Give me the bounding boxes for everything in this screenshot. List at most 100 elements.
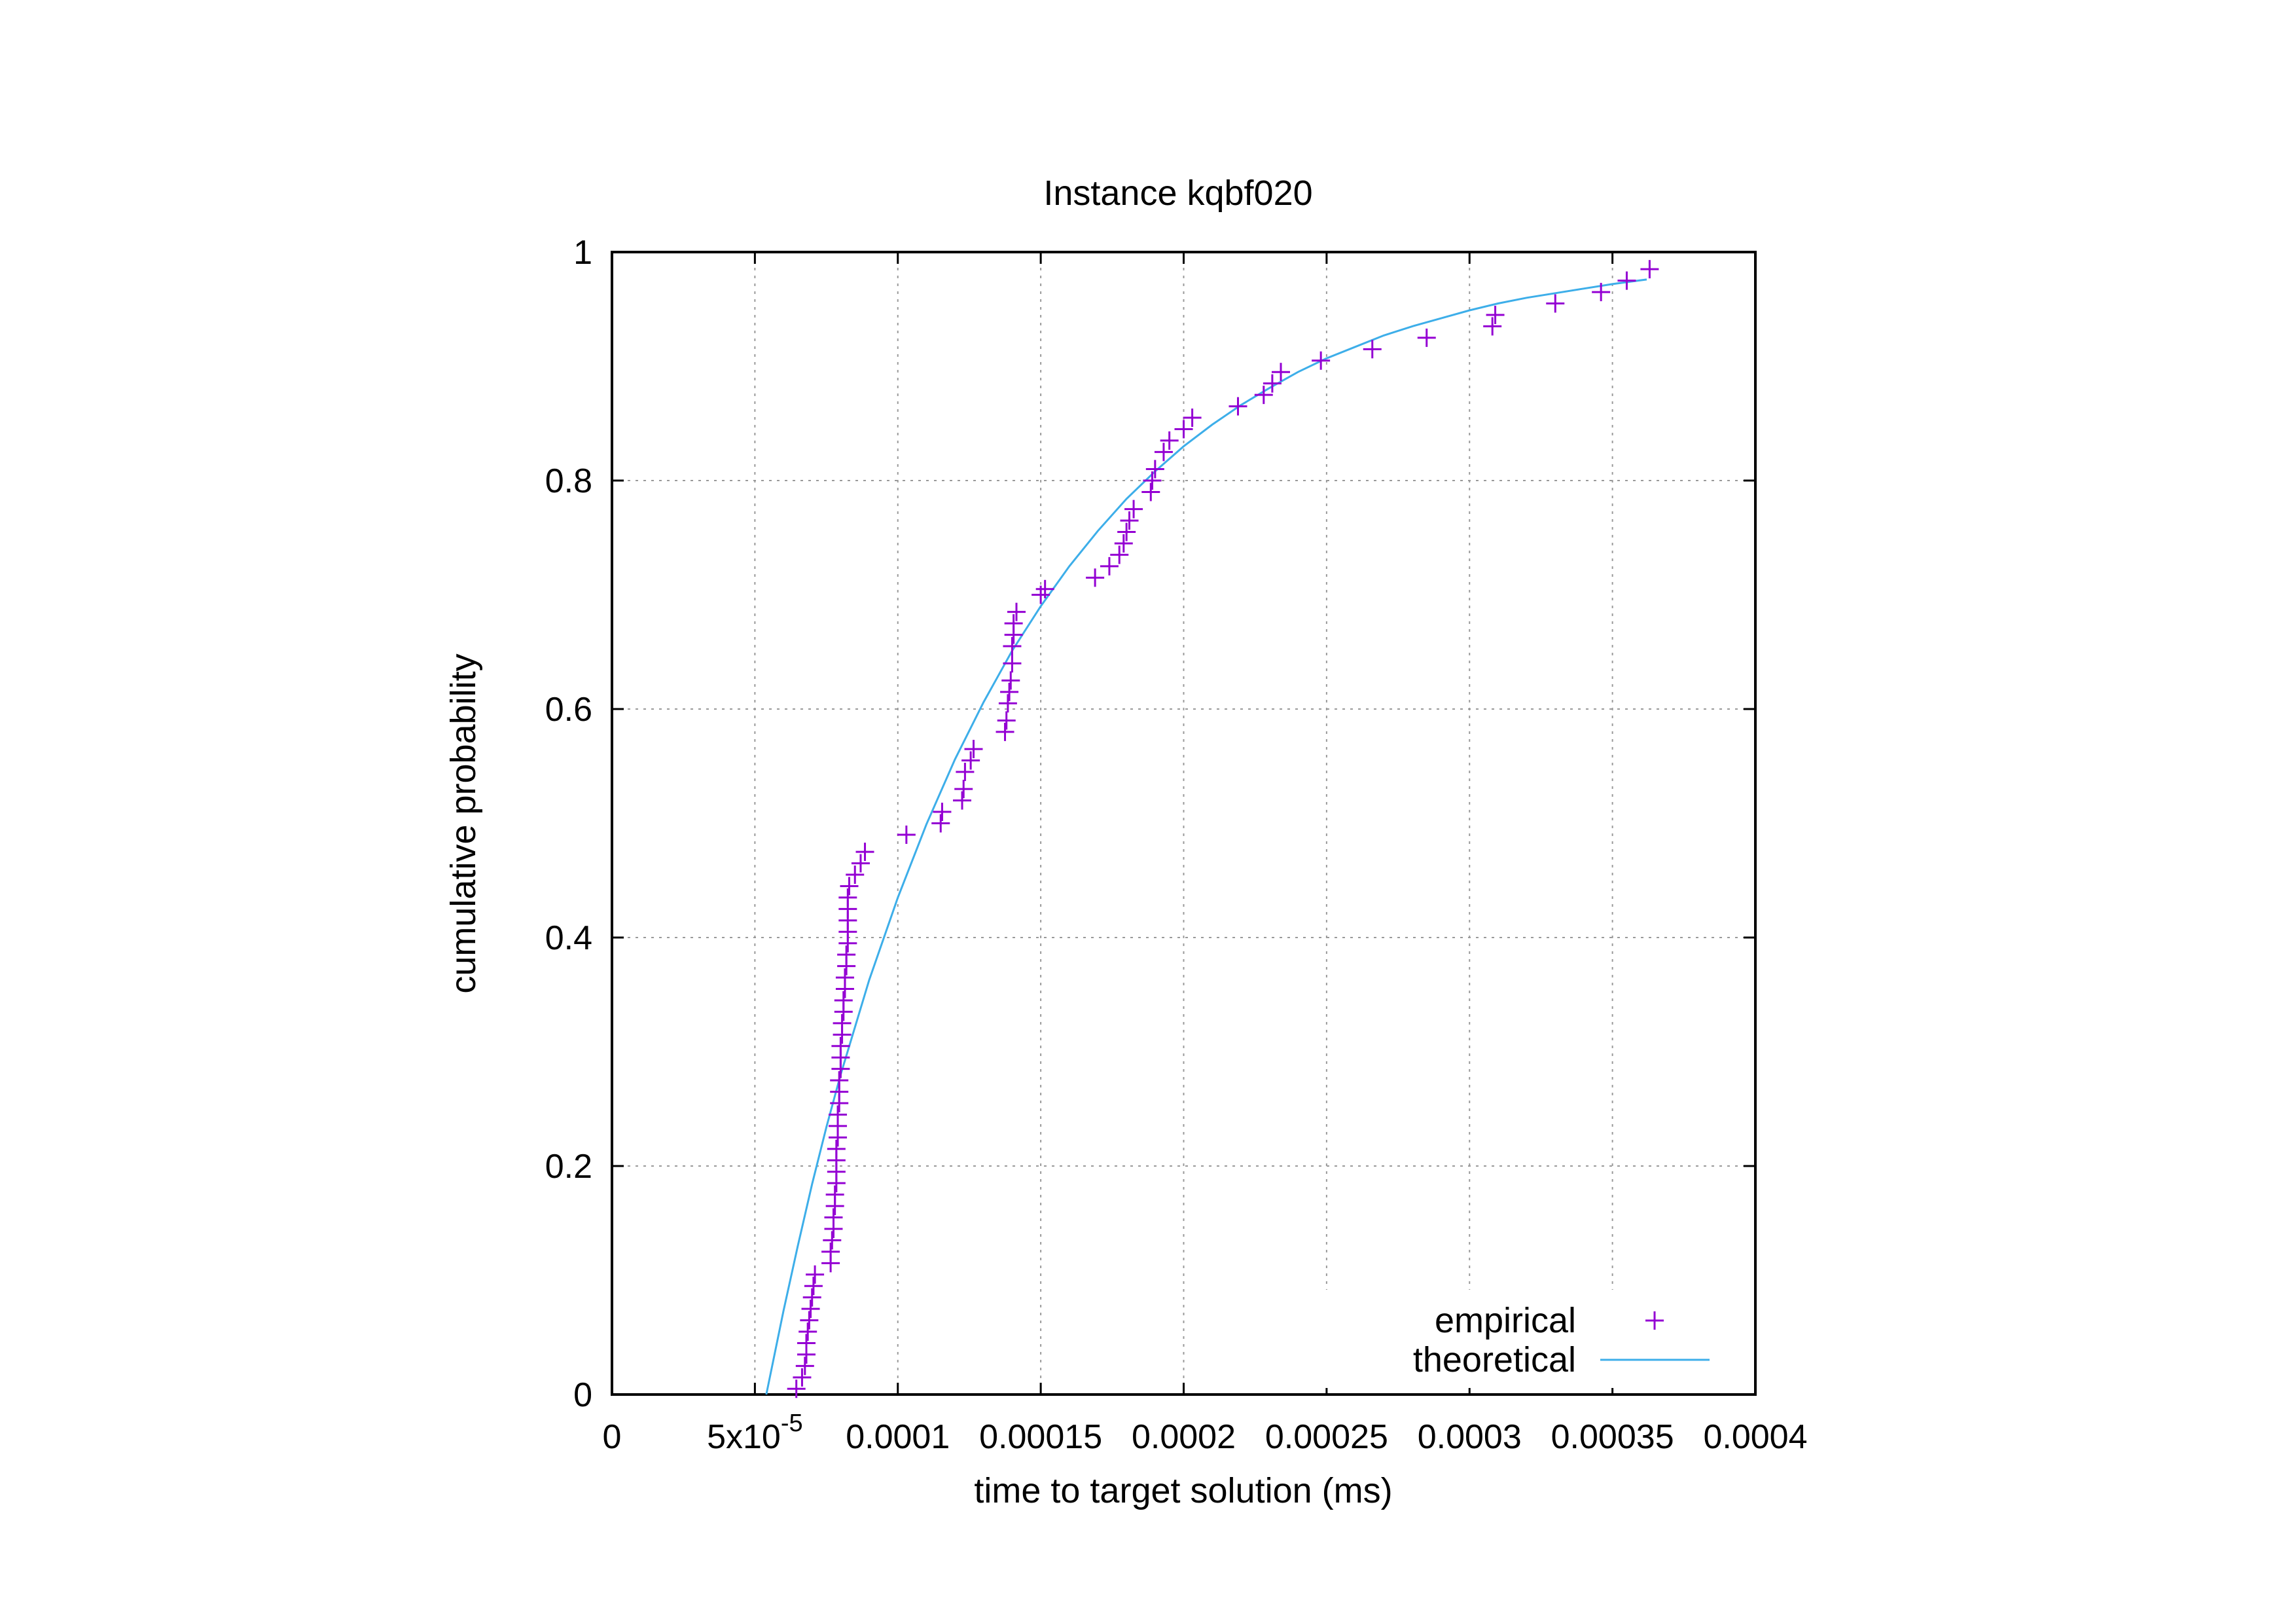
x-tick-label: 0.0002	[1132, 1418, 1236, 1456]
empirical-point	[1145, 460, 1164, 479]
empirical-point	[1417, 328, 1436, 347]
empirical-point	[1004, 614, 1023, 633]
empirical-point	[1183, 409, 1202, 428]
x-tick-label: 0.0003	[1418, 1418, 1522, 1456]
empirical-point	[1100, 556, 1119, 575]
empirical-point	[846, 866, 865, 884]
empirical-point	[838, 888, 857, 907]
y-tick-label: 0.4	[545, 919, 592, 957]
empirical-point	[806, 1265, 825, 1284]
empirical-point	[821, 1242, 840, 1261]
empirical-point	[787, 1379, 806, 1398]
x-axis-label: time to target solution (ms)	[974, 1471, 1392, 1510]
empirical-point	[961, 751, 980, 770]
empirical-point	[1229, 397, 1247, 416]
empirical-point	[1117, 522, 1136, 541]
chart-title: Instance kqbf020	[1043, 173, 1312, 213]
empirical-point	[840, 877, 859, 896]
empirical-point	[1035, 579, 1054, 598]
x-tick-label: 0.0004	[1703, 1418, 1807, 1456]
legend-label-theoretical: theoretical	[1413, 1340, 1576, 1379]
empirical-point	[1174, 420, 1193, 439]
empirical-point	[804, 1277, 823, 1296]
empirical-point	[1640, 260, 1659, 279]
empirical-point	[825, 1185, 844, 1204]
empirical-point	[1486, 305, 1505, 324]
empirical-point	[851, 854, 870, 873]
empirical-point	[1000, 682, 1019, 701]
empirical-point	[829, 1105, 848, 1124]
x-tick-label-exponent: -5	[781, 1410, 803, 1437]
empirical-point	[1141, 483, 1160, 501]
legend-label-empirical: empirical	[1435, 1301, 1576, 1340]
x-axis-tick-labels: 0 5x10-5 0.0001 0.00015 0.0002 0.00025 0.0003 0…	[603, 1410, 1808, 1456]
empirical-point	[837, 945, 856, 964]
empirical-point	[798, 1322, 817, 1341]
empirical-point	[1114, 534, 1133, 553]
theoretical-curve	[765, 278, 1647, 1395]
empirical-point	[1003, 637, 1022, 656]
y-tick-label: 0.8	[545, 462, 592, 500]
x-tick-label: 0.00015	[979, 1418, 1102, 1456]
empirical-point	[933, 803, 952, 822]
empirical-point	[795, 1357, 814, 1376]
y-tick-label: 0.6	[545, 691, 592, 729]
empirical-point	[1592, 283, 1611, 302]
empirical-point	[833, 1013, 852, 1032]
empirical-point	[801, 1300, 820, 1319]
empirical-point	[897, 825, 916, 844]
y-tick-label: 0.2	[545, 1148, 592, 1186]
empirical-point	[1263, 374, 1282, 393]
empirical-point	[1312, 351, 1331, 370]
empirical-point	[1001, 671, 1020, 690]
x-tick-label: 0.00035	[1551, 1418, 1674, 1456]
empirical-point	[835, 968, 854, 987]
empirical-point	[1143, 471, 1162, 490]
empirical-point	[1160, 431, 1179, 450]
empirical-point	[931, 814, 950, 833]
empirical-series	[787, 260, 1659, 1398]
x-tick-label: 0	[603, 1418, 622, 1456]
empirical-point	[1124, 500, 1143, 519]
empirical-point	[1254, 386, 1273, 405]
legend: empirical theoretical	[1322, 1290, 1741, 1388]
empirical-point	[824, 1208, 843, 1227]
empirical-point	[831, 1036, 850, 1055]
empirical-point	[1007, 602, 1026, 621]
empirical-point	[1120, 511, 1139, 530]
empirical-point	[998, 694, 1017, 713]
y-tick-label: 0	[573, 1376, 592, 1414]
empirical-point	[855, 843, 874, 862]
empirical-point	[997, 711, 1016, 730]
empirical-point	[830, 1071, 849, 1090]
empirical-point	[800, 1311, 819, 1330]
x-tick-label: 0.0001	[846, 1418, 950, 1456]
empirical-point	[834, 991, 853, 1010]
empirical-point	[964, 740, 983, 759]
legend-background	[1322, 1290, 1741, 1388]
empirical-point	[1617, 271, 1636, 290]
empirical-point	[954, 780, 973, 799]
empirical-point	[793, 1368, 812, 1387]
empirical-point	[956, 762, 975, 781]
x-tick-label: 0.00025	[1265, 1418, 1388, 1456]
grid	[612, 252, 1755, 1395]
empirical-point	[823, 1231, 842, 1250]
empirical-point	[827, 1139, 846, 1158]
empirical-point	[1546, 294, 1565, 313]
empirical-point	[1003, 654, 1022, 673]
legend-marker-empirical	[1645, 1311, 1664, 1330]
empirical-point	[996, 722, 1014, 741]
theoretical-series	[765, 278, 1647, 1395]
empirical-point	[1110, 545, 1129, 564]
empirical-point	[1086, 568, 1105, 587]
empirical-point	[802, 1288, 821, 1307]
y-axis-tick-labels: 0 0.2 0.4 0.6 0.8 1	[545, 234, 592, 1414]
empirical-point	[1483, 317, 1502, 336]
plot-frame	[611, 251, 1757, 1396]
empirical-point	[1271, 363, 1290, 382]
empirical-point	[953, 791, 972, 810]
empirical-point	[1363, 340, 1382, 359]
